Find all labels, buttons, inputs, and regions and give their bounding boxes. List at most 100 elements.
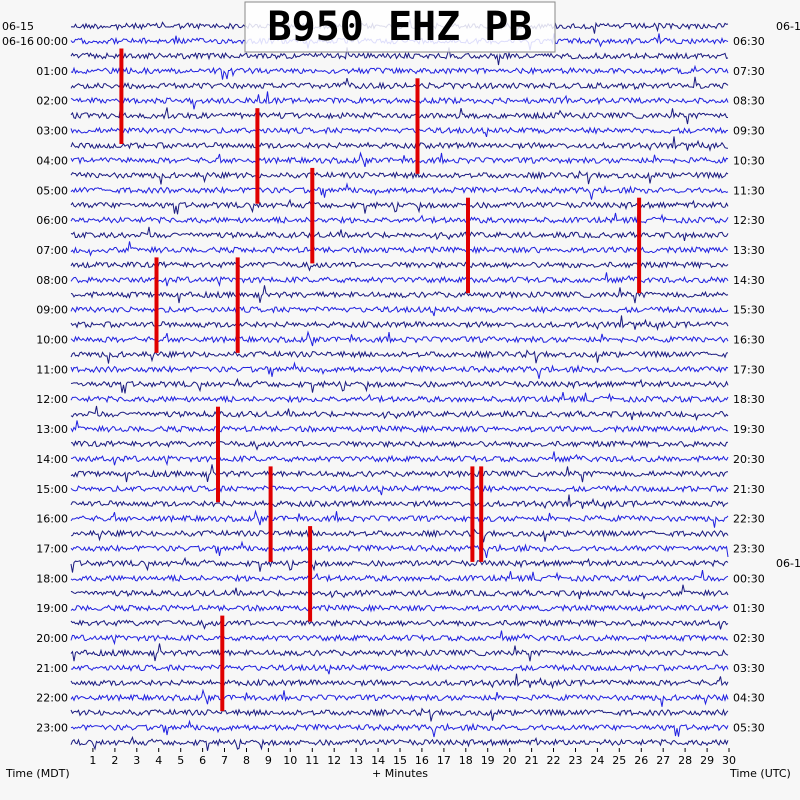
left-hour-label: 20:00 bbox=[36, 632, 68, 645]
clipped-event-mark bbox=[637, 197, 642, 294]
title-box bbox=[244, 1, 556, 53]
trace-row bbox=[70, 484, 729, 496]
right-hour-label: 23:30 bbox=[733, 543, 765, 556]
clipped-event-mark bbox=[268, 466, 273, 562]
left-hour-label: 08:00 bbox=[36, 274, 68, 287]
left-hour-label: 18:00 bbox=[36, 572, 68, 585]
x-tick-label: 24 bbox=[590, 754, 604, 767]
left-hour-label: 19:00 bbox=[36, 602, 68, 615]
left-hour-label: 04:00 bbox=[36, 154, 68, 167]
left-hour-label: 22:00 bbox=[36, 692, 68, 705]
trace-row bbox=[70, 241, 729, 257]
right-hour-label: 07:30 bbox=[733, 65, 765, 78]
trace-row bbox=[70, 391, 729, 404]
left-hour-label: 11:00 bbox=[36, 363, 68, 376]
trace-row bbox=[70, 349, 729, 364]
left-hour-label: 06:00 bbox=[36, 214, 68, 227]
x-tick-label: 30 bbox=[722, 754, 736, 767]
right-date-label-start: 06-16 bbox=[776, 20, 800, 33]
clipped-event-mark bbox=[255, 108, 260, 204]
trace-row bbox=[70, 509, 729, 528]
trace-row bbox=[70, 170, 729, 185]
trace-row bbox=[70, 603, 729, 613]
right-hour-label: 14:30 bbox=[733, 274, 765, 287]
trace-row bbox=[70, 556, 729, 573]
x-tick-label: 8 bbox=[243, 754, 250, 767]
trace-row bbox=[70, 91, 729, 110]
x-tick-label: 21 bbox=[525, 754, 539, 767]
trace-row bbox=[70, 528, 729, 543]
trace-row bbox=[70, 106, 729, 125]
x-tick-label: 2 bbox=[111, 754, 118, 767]
x-tick-label: 5 bbox=[177, 754, 184, 767]
right-hour-label: 18:30 bbox=[733, 393, 765, 406]
event-group bbox=[119, 48, 642, 712]
x-tick-label: 6 bbox=[199, 754, 206, 767]
trace-row bbox=[70, 315, 729, 332]
right-hour-label: 20:30 bbox=[733, 453, 765, 466]
trace-row bbox=[70, 47, 729, 66]
clipped-event-mark bbox=[235, 257, 240, 353]
left-hour-label: 07:00 bbox=[36, 244, 68, 257]
clipped-event-mark bbox=[310, 167, 315, 264]
left-hour-label: 17:00 bbox=[36, 543, 68, 556]
left-hour-labels: 00:00 01:00 02:00 03:00 04:00 05:00 06:00 07:00… bbox=[36, 35, 68, 735]
right-hour-label: 08:30 bbox=[733, 95, 765, 108]
x-tick-label: 17 bbox=[437, 754, 451, 767]
x-tick-label: 9 bbox=[265, 754, 272, 767]
right-hour-label: 22:30 bbox=[733, 513, 765, 526]
x-tick-label: 3 bbox=[133, 754, 140, 767]
trace-row bbox=[70, 707, 729, 722]
x-tick-label: 18 bbox=[459, 754, 473, 767]
trace-row bbox=[70, 285, 729, 304]
clipped-event-mark bbox=[415, 78, 420, 174]
x-tick-label: 14 bbox=[371, 754, 385, 767]
right-hour-label: 17:30 bbox=[733, 363, 765, 376]
trace-row bbox=[71, 451, 729, 467]
right-date-label-end: 06-17 bbox=[776, 557, 800, 570]
x-tick-label: 15 bbox=[393, 754, 407, 767]
x-tick-label: 25 bbox=[612, 754, 626, 767]
left-hour-label: 00:00 bbox=[36, 35, 68, 48]
x-tick-label: 16 bbox=[415, 754, 429, 767]
x-tick-label: 12 bbox=[327, 754, 341, 767]
trace-row bbox=[70, 272, 729, 288]
right-hour-label: 04:30 bbox=[733, 692, 765, 705]
trace-row bbox=[70, 212, 729, 225]
right-hour-label: 10:30 bbox=[733, 154, 765, 167]
left-date-label-end: 06-16 bbox=[2, 35, 34, 48]
trace-row bbox=[70, 584, 729, 601]
right-hour-labels: 06:30 07:30 08:30 09:30 10:30 11:30 12:30 13:30… bbox=[733, 35, 765, 735]
x-tick-label: 28 bbox=[678, 754, 692, 767]
trace-row bbox=[70, 361, 729, 379]
left-date-label-start: 06-15 bbox=[2, 20, 34, 33]
left-hour-label: 14:00 bbox=[36, 453, 68, 466]
trace-row bbox=[70, 330, 729, 347]
left-hour-label: 10:00 bbox=[36, 334, 68, 347]
trace-row bbox=[70, 464, 729, 483]
x-tick-label: 29 bbox=[700, 754, 714, 767]
trace-row bbox=[70, 377, 729, 394]
left-hour-label: 01:00 bbox=[36, 65, 68, 78]
right-hour-label: 03:30 bbox=[733, 662, 765, 675]
trace-group bbox=[70, 17, 729, 751]
right-hour-label: 15:30 bbox=[733, 304, 765, 317]
left-hour-label: 13:00 bbox=[36, 423, 68, 436]
trace-row bbox=[70, 76, 729, 91]
trace-row bbox=[70, 540, 729, 559]
trace-row bbox=[70, 719, 729, 738]
trace-row bbox=[70, 643, 729, 662]
x-tick-label: 11 bbox=[305, 754, 319, 767]
clipped-event-mark bbox=[119, 48, 124, 144]
clipped-event-mark bbox=[470, 466, 475, 562]
right-hour-label: 02:30 bbox=[733, 632, 765, 645]
x-tick-label: 27 bbox=[656, 754, 670, 767]
trace-row bbox=[70, 494, 729, 511]
x-tick-label: 19 bbox=[481, 754, 495, 767]
right-hour-label: 09:30 bbox=[733, 125, 765, 138]
trace-row bbox=[70, 405, 729, 422]
clipped-event-mark bbox=[308, 526, 313, 622]
x-tick-label: 7 bbox=[221, 754, 228, 767]
left-hour-label: 12:00 bbox=[36, 393, 68, 406]
